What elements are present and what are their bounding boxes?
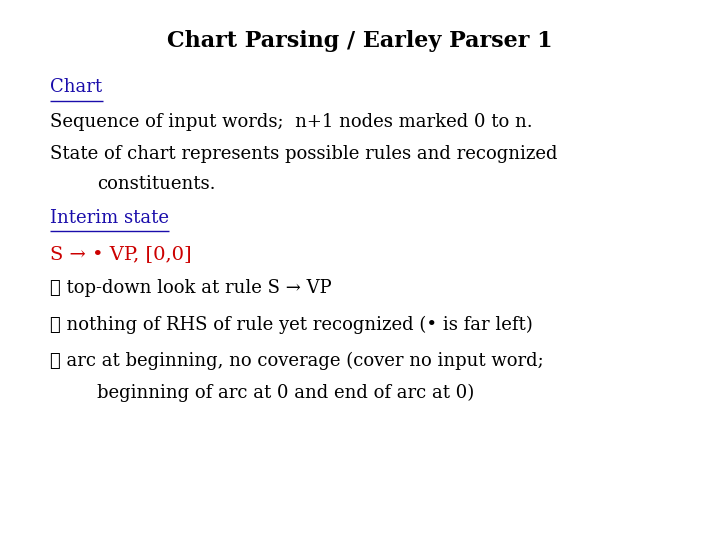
Text: Chart: Chart xyxy=(50,78,102,96)
Text: ➢ nothing of RHS of rule yet recognized (• is far left): ➢ nothing of RHS of rule yet recognized … xyxy=(50,316,533,334)
Text: Interim state: Interim state xyxy=(50,209,169,227)
Text: beginning of arc at 0 and end of arc at 0): beginning of arc at 0 and end of arc at … xyxy=(97,384,474,402)
Text: State of chart represents possible rules and recognized: State of chart represents possible rules… xyxy=(50,145,558,163)
Text: S → • VP, [0,0]: S → • VP, [0,0] xyxy=(50,245,192,262)
Text: constituents.: constituents. xyxy=(97,175,216,193)
Text: ➢ top-down look at rule S → VP: ➢ top-down look at rule S → VP xyxy=(50,279,332,296)
Text: Sequence of input words;  n+1 nodes marked 0 to n.: Sequence of input words; n+1 nodes marke… xyxy=(50,113,533,131)
Text: ➢ arc at beginning, no coverage (cover no input word;: ➢ arc at beginning, no coverage (cover n… xyxy=(50,352,544,370)
Text: Chart Parsing / Earley Parser 1: Chart Parsing / Earley Parser 1 xyxy=(167,30,553,52)
